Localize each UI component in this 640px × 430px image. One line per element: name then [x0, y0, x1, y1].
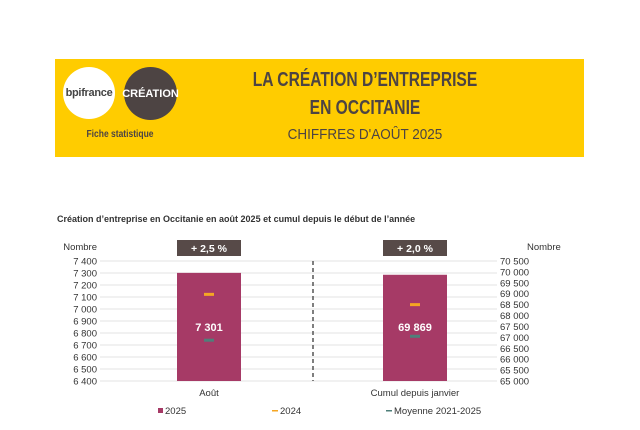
y-tick-left: 7 100: [73, 293, 97, 304]
x-tick-label: Août: [199, 388, 219, 399]
variation-badge: [383, 240, 447, 256]
y-tick-right: 70 000: [500, 267, 529, 278]
y-tick-right: 67 500: [500, 322, 529, 333]
marker-moyenne: [410, 334, 420, 338]
bar-2025: [383, 274, 447, 381]
legend-label: Moyenne 2021-2025: [394, 406, 481, 417]
legend-swatch: [158, 408, 163, 413]
title-line-1: LA CRÉATION D’ENTREPRISE: [252, 69, 478, 91]
logo-text: bpifrance: [65, 87, 113, 99]
legend-swatch: [386, 410, 392, 412]
variation-badge-text: + 2,5 %: [191, 243, 228, 255]
y-tick-left: 7 300: [73, 269, 97, 280]
title-line-3: CHIFFRES D'AOÛT 2025: [287, 126, 443, 143]
subtitle: Fiche statistique: [86, 129, 154, 140]
y-tick-left: 6 700: [73, 341, 97, 352]
y-axis-label-right: Nombre: [527, 242, 561, 253]
y-tick-right: 67 000: [500, 333, 529, 344]
variation-badge: [177, 240, 241, 256]
y-tick-right: 70 500: [500, 257, 529, 268]
y-tick-left: 6 400: [73, 377, 97, 388]
bar-label: 69 869: [398, 322, 432, 334]
y-tick-right: 65 500: [500, 366, 529, 377]
y-tick-right: 66 000: [500, 355, 529, 366]
y-tick-left: 7 400: [73, 257, 97, 268]
variation-badge-text: + 2,0 %: [397, 243, 434, 255]
y-tick-left: 6 800: [73, 329, 97, 340]
y-tick-left: 6 600: [73, 353, 97, 364]
y-tick-right: 65 000: [500, 377, 529, 388]
marker-2024: [410, 303, 420, 307]
y-tick-left: 6 900: [73, 317, 97, 328]
title-line-2: EN OCCITANIE: [309, 97, 421, 119]
bpifrance-logo: bpifrance: [63, 67, 115, 119]
bar-2025: [177, 272, 241, 381]
chart-title: Création d’entreprise en Occitanie en ao…: [57, 214, 416, 224]
y-tick-right: 66 500: [500, 344, 529, 355]
y-tick-left: 7 000: [73, 305, 97, 316]
y-axis-label-left: Nombre: [63, 242, 97, 253]
y-tick-right: 68 500: [500, 300, 529, 311]
bar-label: 7 301: [195, 322, 223, 334]
legend-label: 2024: [280, 406, 301, 417]
y-tick-right: 69 000: [500, 289, 529, 300]
y-tick-right: 69 500: [500, 278, 529, 289]
y-tick-left: 7 200: [73, 281, 97, 292]
y-tick-left: 6 500: [73, 365, 97, 376]
marker-2024: [204, 292, 214, 296]
logo-text: CRÉATION: [122, 87, 179, 100]
x-tick-label: Cumul depuis janvier: [371, 388, 460, 399]
legend-swatch: [272, 410, 278, 412]
legend-label: 2025: [165, 406, 186, 417]
header-banner: bpifrance CRÉATION Fiche statistique LA …: [55, 59, 584, 157]
creation-logo: CRÉATION: [122, 67, 179, 120]
y-tick-right: 68 000: [500, 311, 529, 322]
marker-moyenne: [204, 338, 214, 342]
